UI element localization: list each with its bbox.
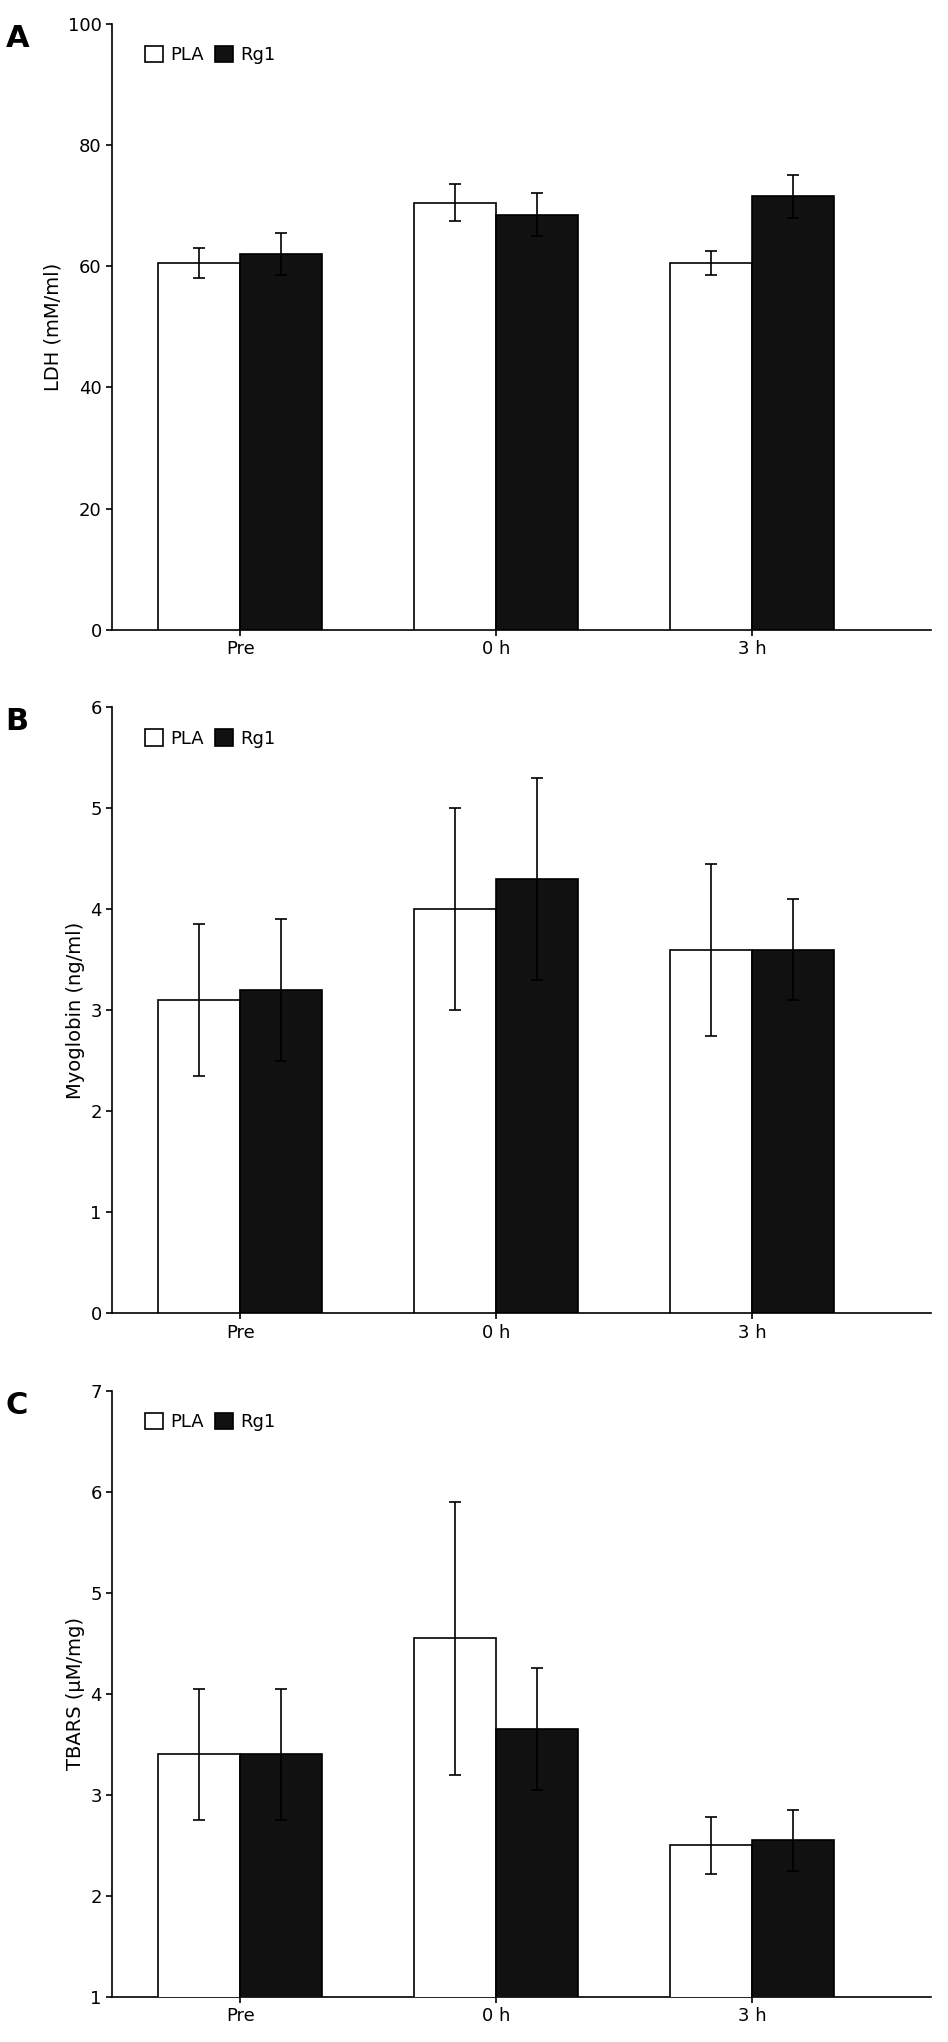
Y-axis label: TBARS (μM/mg): TBARS (μM/mg) [65, 1617, 84, 1770]
Bar [670, 263, 752, 631]
Bar [752, 196, 834, 631]
Bar [752, 1840, 834, 2042]
Text: A: A [6, 25, 29, 53]
Bar [496, 214, 578, 631]
Y-axis label: Myoglobin (ng/ml): Myoglobin (ng/ml) [65, 921, 84, 1099]
Bar [158, 1001, 240, 1313]
Bar [414, 1638, 496, 2042]
Bar [414, 909, 496, 1313]
Legend: PLA, Rg1: PLA, Rg1 [137, 1405, 283, 1438]
Bar [752, 950, 834, 1313]
Text: B: B [6, 707, 28, 735]
Bar [496, 878, 578, 1313]
Bar [496, 1730, 578, 2042]
Bar [240, 990, 322, 1313]
Legend: PLA, Rg1: PLA, Rg1 [137, 723, 283, 756]
Bar [158, 263, 240, 631]
Bar [670, 1846, 752, 2042]
Bar [158, 1754, 240, 2042]
Legend: PLA, Rg1: PLA, Rg1 [137, 39, 283, 71]
Text: C: C [6, 1391, 28, 1419]
Bar [240, 253, 322, 631]
Bar [414, 202, 496, 631]
Bar [670, 950, 752, 1313]
Y-axis label: LDH (mM/ml): LDH (mM/ml) [44, 263, 63, 390]
Bar [240, 1754, 322, 2042]
